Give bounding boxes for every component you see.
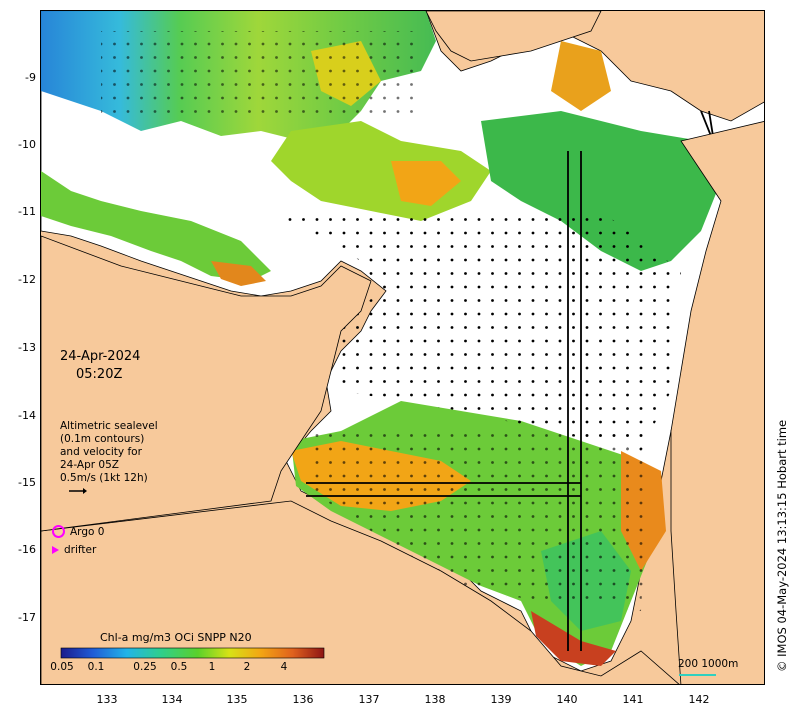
drifter-icon <box>52 546 59 554</box>
argo-ring-icon <box>52 525 65 538</box>
colorbar-title: Chl-a mg/m3 OCi SNPP N20 <box>100 631 252 644</box>
colorbar-tick: 4 <box>280 661 288 673</box>
west-land <box>41 235 372 532</box>
altimetry-line: 24-Apr 05Z <box>60 459 119 471</box>
chl-south-tip <box>531 611 616 666</box>
scale-label: 200 1000m <box>678 658 739 670</box>
velocity-grid-north <box>101 31 421 121</box>
y-tick: -17 <box>18 611 36 624</box>
x-tick: 137 <box>358 693 380 706</box>
chl-ne-green <box>481 111 721 271</box>
y-tick: -15 <box>18 476 36 489</box>
y-tick: -10 <box>18 138 36 151</box>
y-tick: -16 <box>18 543 36 556</box>
colorbar-tick: 0.1 <box>87 661 105 673</box>
y-tick: -12 <box>18 273 36 286</box>
y-tick: -11 <box>18 205 36 218</box>
altimetry-line: Altimetric sealevel <box>60 420 158 432</box>
y-tick: -9 <box>25 71 36 84</box>
velocity-grid <box>271 211 681 451</box>
cape-york-land <box>670 121 764 684</box>
altimetry-line: and velocity for <box>60 446 142 458</box>
altimetry-line: (0.1m contours) <box>60 433 145 445</box>
x-tick: 141 <box>622 693 644 706</box>
velocity-scale-arrow-icon <box>69 488 87 494</box>
x-tick: 139 <box>490 693 512 706</box>
date-label: 24-Apr-2024 <box>60 349 141 364</box>
y-tick: -13 <box>18 341 36 354</box>
colorbar <box>60 647 325 659</box>
x-tick: 140 <box>556 693 578 706</box>
colorbar-tick: 2 <box>243 661 251 673</box>
chl-mid-orange <box>391 161 461 206</box>
credit-text: © IMOS 04-May-2024 13:13:15 Hobart time <box>775 419 789 672</box>
x-tick: 142 <box>688 693 710 706</box>
map-frame[interactable] <box>40 10 765 685</box>
x-tick: 135 <box>226 693 248 706</box>
x-tick: 136 <box>292 693 314 706</box>
argo-legend: Argo 0 <box>52 525 104 538</box>
altimetry-legend: Altimetric sealevel (0.1m contours) and … <box>60 420 158 499</box>
y-tick: -14 <box>18 409 36 422</box>
x-tick: 133 <box>96 693 118 706</box>
x-tick: 134 <box>161 693 183 706</box>
colorbar-ticks: 0.05 0.1 0.25 0.5 1 2 4 <box>50 661 310 675</box>
drifter-label: drifter <box>64 544 97 556</box>
colorbar-tick: 1 <box>208 661 216 673</box>
time-label: 05:20Z <box>76 367 123 382</box>
altimetry-line: 0.5m/s (1kt 12h) <box>60 472 148 484</box>
chl-west-coast <box>211 261 266 286</box>
colorbar-tick: 0.5 <box>170 661 188 673</box>
north-land <box>425 11 602 62</box>
x-tick: 138 <box>424 693 446 706</box>
velocity-grid-south <box>311 431 651 611</box>
south-land <box>41 500 680 684</box>
drifter-legend: drifter <box>52 544 96 556</box>
colorbar-tick: 0.25 <box>133 661 157 673</box>
chl-west-strip <box>41 171 271 281</box>
chlorophyll-map <box>41 11 764 684</box>
argo-label: Argo 0 <box>70 525 105 538</box>
timestamp-block: 24-Apr-2024 05:20Z <box>60 348 140 384</box>
chl-ne-coast <box>551 41 611 111</box>
colorbar-tick: 0.05 <box>50 661 74 673</box>
